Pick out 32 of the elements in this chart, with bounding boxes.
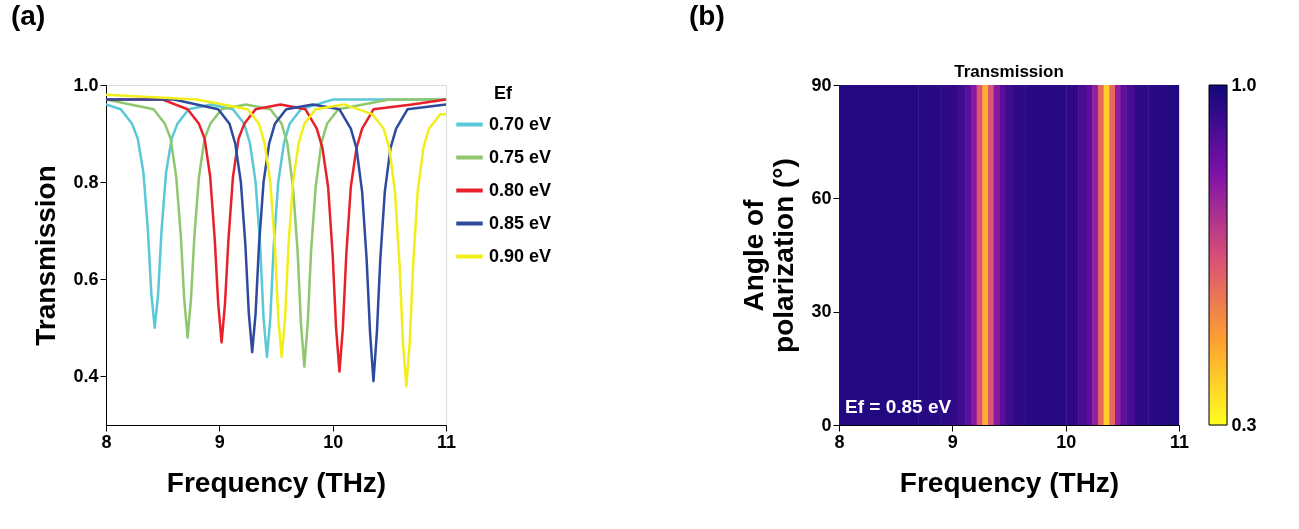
- x-tick-label: 9: [947, 431, 958, 452]
- text: (a): [11, 0, 46, 31]
- y-tick-label: 90: [811, 74, 832, 95]
- x-tick-label: 10: [1056, 431, 1077, 452]
- legend-title: Ef: [494, 83, 514, 103]
- y-tick-label: 30: [811, 301, 832, 322]
- x-tick-label: 9: [214, 431, 225, 452]
- legend-label: 0.90 eV: [489, 245, 552, 266]
- x-tick-label: 8: [834, 431, 845, 452]
- x-axis-title: Frequency (THz): [166, 466, 387, 498]
- legend-label: 0.75 eV: [489, 146, 552, 167]
- x-tick-label: 8: [101, 431, 112, 452]
- x-axis-title: Frequency (THz): [899, 466, 1120, 498]
- y-axis-title: Angle of polarization (°): [738, 158, 800, 353]
- y-tick-label: 1.0: [73, 74, 99, 95]
- y-tick-label: 0.6: [73, 268, 99, 289]
- y-tick-label: 0.8: [73, 171, 99, 192]
- color-bar-label: 0.3: [1231, 414, 1257, 435]
- legend-label: 0.70 eV: [489, 113, 552, 134]
- x-tick-label: 11: [1169, 431, 1190, 452]
- y-tick-label: 0.4: [73, 365, 99, 386]
- legend-label: 0.80 eV: [489, 179, 552, 200]
- annotation: Ef = 0.85 eV: [845, 396, 952, 417]
- y-tick-label: 0: [821, 414, 832, 435]
- y-tick-label: 60: [811, 187, 832, 208]
- text: (b): [689, 0, 725, 31]
- x-tick-label: 10: [323, 431, 344, 452]
- x-tick-label: 11: [436, 431, 457, 452]
- color-bar-label: 1.0: [1231, 74, 1257, 95]
- y-axis-title: Transmission: [30, 165, 62, 346]
- legend-label: 0.85 eV: [489, 212, 552, 233]
- chart-title: Transmission: [954, 62, 1064, 81]
